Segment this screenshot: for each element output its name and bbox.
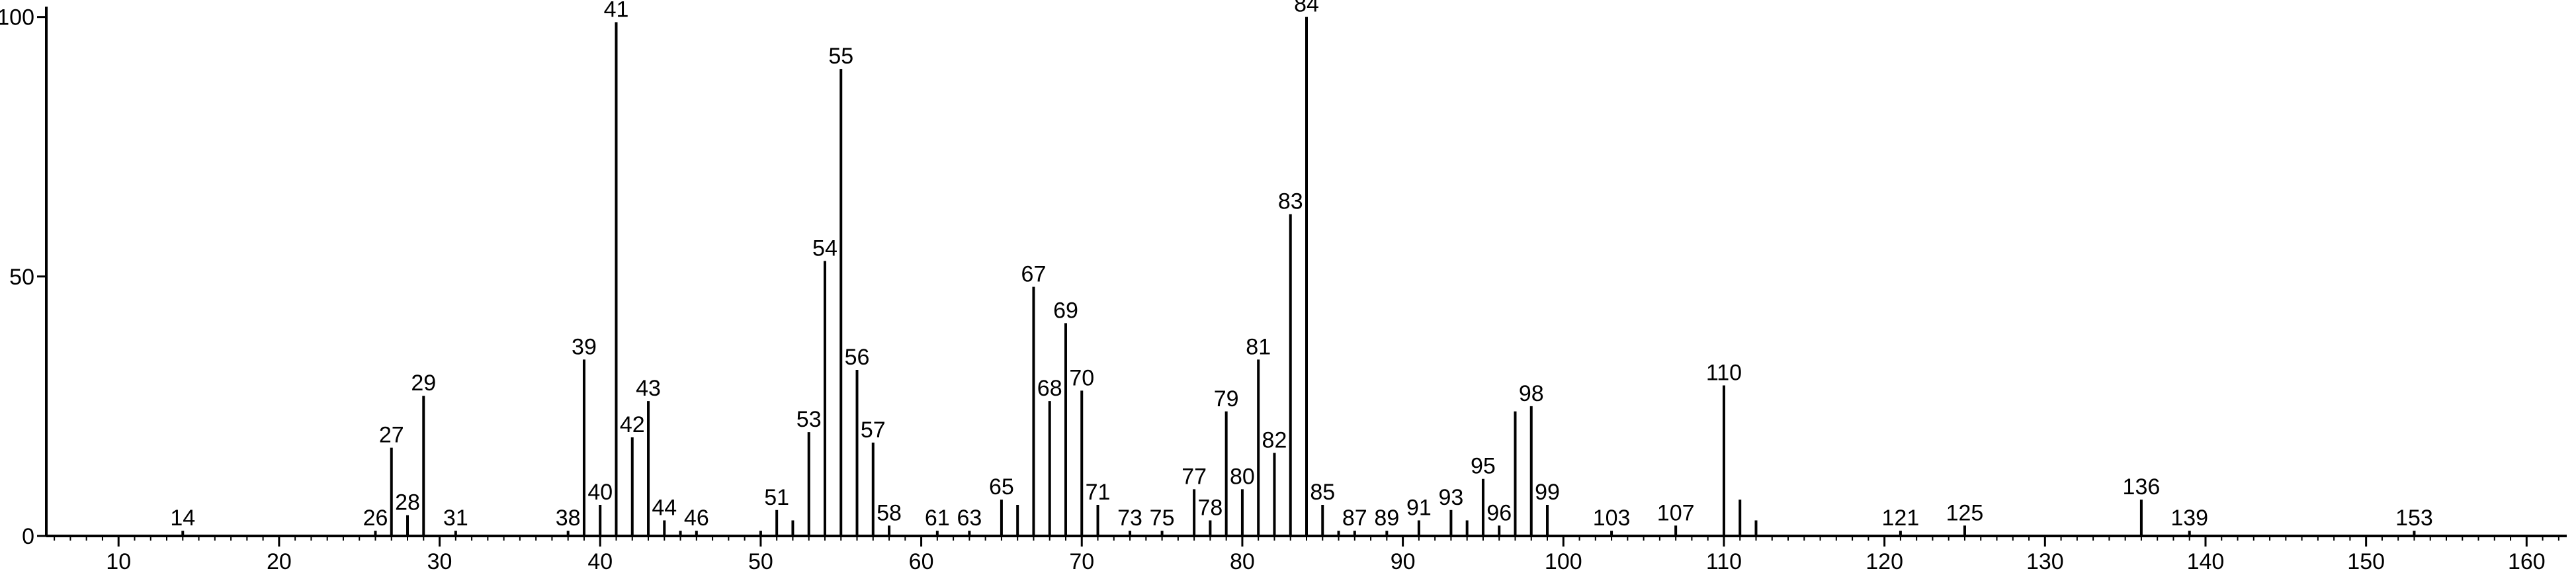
peak-label: 139 xyxy=(2170,506,2208,531)
peak-label: 91 xyxy=(1406,495,1432,520)
peak-label: 125 xyxy=(1946,500,1984,525)
peak-label: 79 xyxy=(1214,386,1239,412)
peak-label: 82 xyxy=(1262,428,1287,453)
peak-label: 68 xyxy=(1037,376,1062,401)
y-axis-ticks: 0 50 100 xyxy=(0,5,46,549)
peak-label: 153 xyxy=(2395,506,2433,531)
peak-label: 65 xyxy=(989,474,1014,500)
peak-label: 40 xyxy=(587,480,613,505)
peak-label: 58 xyxy=(877,500,902,525)
peak-label: 80 xyxy=(1230,464,1255,489)
peak-label: 85 xyxy=(1310,480,1335,505)
peak-label: 53 xyxy=(796,407,822,432)
peak-label: 78 xyxy=(1197,495,1223,520)
x-tick-label: 80 xyxy=(1230,549,1255,573)
peak-label: 93 xyxy=(1438,485,1463,510)
x-tick-label: 10 xyxy=(106,549,131,573)
x-tick-label: 120 xyxy=(1866,549,1903,573)
peak-labels: 14 26 27 28 29 31 38 39 40 41 42 43 44 46 51 53 54 55 56 57… xyxy=(170,0,2432,531)
peak-label: 63 xyxy=(957,506,982,531)
peak-label: 70 xyxy=(1069,365,1094,390)
peak-label: 83 xyxy=(1278,189,1303,214)
peak-label: 61 xyxy=(925,506,950,531)
x-tick-label: 100 xyxy=(1545,549,1582,573)
peak-label: 110 xyxy=(1706,361,1742,386)
x-tick-label: 60 xyxy=(909,549,934,573)
x-tick-label: 90 xyxy=(1391,549,1416,573)
peak-label: 73 xyxy=(1117,506,1142,531)
peak-label: 71 xyxy=(1086,480,1111,505)
peak-label: 96 xyxy=(1486,500,1512,525)
peak-label: 27 xyxy=(379,423,404,448)
peak-label: 99 xyxy=(1535,480,1560,505)
peak-label: 29 xyxy=(411,371,436,396)
x-tick-label: 140 xyxy=(2187,549,2225,573)
peak-label: 51 xyxy=(764,485,789,510)
peak-label: 57 xyxy=(861,418,886,443)
peak-label: 67 xyxy=(1021,262,1047,287)
x-tick-label: 30 xyxy=(427,549,452,573)
x-tick-label: 20 xyxy=(267,549,292,573)
peak-label: 42 xyxy=(620,412,645,437)
y-tick-label: 50 xyxy=(9,265,34,290)
x-tick-label: 130 xyxy=(2026,549,2064,573)
peak-label: 39 xyxy=(572,334,597,359)
peak-label: 43 xyxy=(636,376,661,401)
peak-label: 14 xyxy=(170,506,195,531)
peak-label: 81 xyxy=(1246,334,1271,359)
x-tick-label: 160 xyxy=(2508,549,2546,573)
peak-label: 31 xyxy=(443,506,468,531)
peak-label: 26 xyxy=(363,506,388,531)
peak-label: 77 xyxy=(1181,464,1207,489)
peak-label: 89 xyxy=(1374,506,1399,531)
peak-label: 69 xyxy=(1053,298,1078,323)
peak-label: 95 xyxy=(1471,454,1496,479)
peaks xyxy=(181,17,2416,536)
peak-label: 38 xyxy=(556,506,581,531)
peak-label: 98 xyxy=(1519,381,1544,406)
peak-label: 136 xyxy=(2123,474,2161,500)
peak-label: 55 xyxy=(828,44,853,69)
x-tick-label: 50 xyxy=(748,549,773,573)
peak-label: 44 xyxy=(652,495,677,520)
peak-label: 107 xyxy=(1657,500,1695,525)
peak-label: 103 xyxy=(1593,506,1631,531)
x-tick-label: 150 xyxy=(2347,549,2385,573)
peak-label: 41 xyxy=(604,0,629,22)
peak-label: 75 xyxy=(1150,506,1175,531)
x-tick-label: 40 xyxy=(587,549,613,573)
x-axis-ticks: 10 20 30 40 50 60 70 80 90 100 110 120 130 140 150 160 xyxy=(106,536,2546,573)
peak-label: 28 xyxy=(395,490,420,515)
x-tick-label: 110 xyxy=(1706,549,1742,573)
peak-label: 87 xyxy=(1342,506,1367,531)
peak-label: 121 xyxy=(1882,506,1920,531)
peak-label: 56 xyxy=(845,345,870,370)
peak-label: 84 xyxy=(1294,0,1319,17)
y-tick-label: 0 xyxy=(22,524,34,549)
peak-label: 46 xyxy=(684,506,709,531)
y-tick-label: 100 xyxy=(0,5,34,30)
peak-label: 54 xyxy=(812,236,837,261)
x-tick-label: 70 xyxy=(1069,549,1094,573)
